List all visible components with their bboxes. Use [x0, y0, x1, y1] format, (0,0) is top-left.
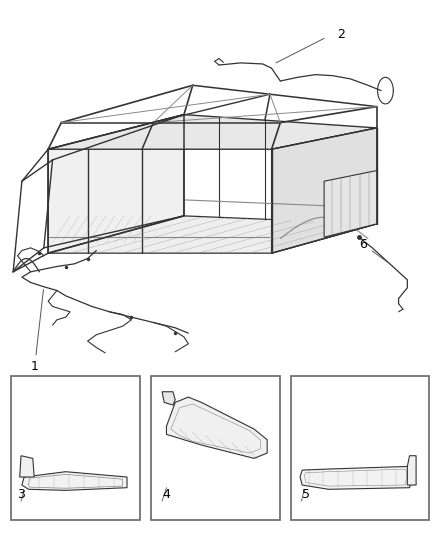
Polygon shape — [166, 397, 267, 458]
Text: 5: 5 — [302, 488, 310, 501]
Text: 4: 4 — [162, 488, 170, 501]
Polygon shape — [20, 456, 34, 477]
Text: 2: 2 — [337, 28, 345, 41]
Polygon shape — [407, 456, 416, 485]
Polygon shape — [22, 472, 127, 490]
Text: 6: 6 — [359, 238, 388, 262]
Bar — [11, 376, 140, 520]
Polygon shape — [324, 171, 377, 237]
Polygon shape — [48, 115, 184, 253]
Polygon shape — [48, 216, 377, 253]
Bar — [151, 376, 280, 520]
Polygon shape — [300, 466, 412, 489]
Text: 3: 3 — [18, 488, 25, 501]
Polygon shape — [272, 128, 377, 253]
Text: 1: 1 — [31, 289, 43, 374]
Polygon shape — [162, 392, 175, 405]
Bar — [291, 376, 429, 520]
Polygon shape — [48, 115, 377, 149]
